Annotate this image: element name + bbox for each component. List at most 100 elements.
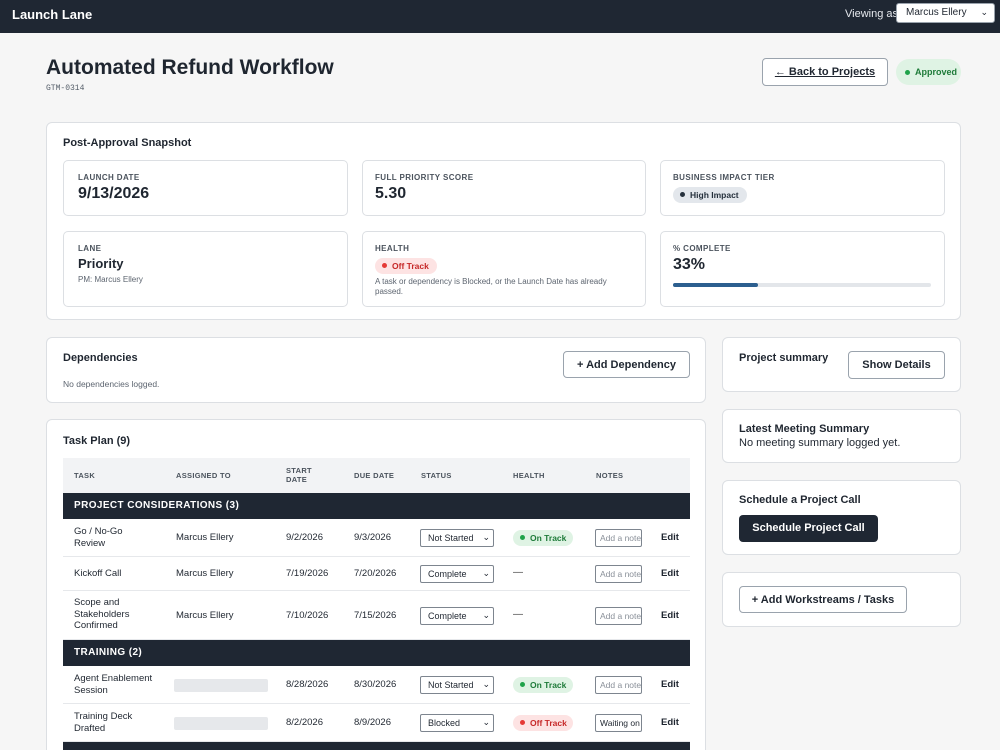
top-bar: Launch Lane Viewing as Marcus Ellery ⌄ (0, 0, 1000, 33)
task-status-value: Blocked (428, 718, 461, 728)
impact-tier-value: High Impact (690, 190, 739, 200)
launch-date-card: LAUNCH DATE 9/13/2026 (63, 160, 348, 216)
task-start-date: 9/2/2026 (286, 532, 323, 543)
task-status-value: Complete (428, 569, 467, 579)
add-dependency-button[interactable]: + Add Dependency (563, 351, 690, 378)
add-workstreams-button[interactable]: + Add Workstreams / Tasks (739, 586, 907, 613)
schedule-call-button[interactable]: Schedule Project Call (739, 515, 878, 542)
column-header-assigned: ASSIGNED TO (176, 471, 231, 480)
next-group-header (63, 742, 690, 750)
task-assignee: Marcus Ellery (176, 532, 234, 543)
viewing-as-select[interactable]: Marcus Ellery ⌄ (896, 3, 995, 23)
task-health-value: Off Track (530, 718, 567, 728)
percent-complete-card: % COMPLETE 33% (660, 231, 945, 307)
task-plan-title: Task Plan (9) (63, 435, 131, 447)
chevron-down-icon: ⌄ (980, 7, 988, 17)
task-note-input[interactable]: Add a note (595, 676, 642, 694)
task-status-select[interactable]: Not Started ⌄ (420, 676, 494, 694)
task-start-date: 8/28/2026 (286, 679, 329, 690)
group-header: TRAINING (2) (63, 640, 690, 666)
percent-complete-value: 33% (673, 256, 706, 273)
task-edit-link[interactable]: Edit (661, 532, 679, 543)
column-header-status: STATUS (421, 471, 452, 480)
task-health-empty: — (513, 609, 523, 620)
task-name: Kickoff Call (74, 568, 122, 579)
column-header-health: HEALTH (513, 471, 545, 480)
health-value: Off Track (392, 261, 429, 271)
project-summary-card: Project summary Show Details (722, 337, 961, 392)
task-due-date: 9/3/2026 (354, 532, 391, 543)
task-health-empty: — (513, 567, 523, 578)
task-status-select[interactable]: Complete ⌄ (420, 565, 494, 583)
task-health-badge: On Track (513, 530, 573, 546)
task-edit-link[interactable]: Edit (661, 610, 679, 621)
assignee-placeholder (174, 679, 268, 692)
task-status-select[interactable]: Complete ⌄ (420, 607, 494, 625)
chevron-down-icon: ⌄ (482, 717, 490, 727)
task-edit-link[interactable]: Edit (661, 568, 679, 579)
task-start-date: 7/10/2026 (286, 610, 329, 621)
task-edit-link[interactable]: Edit (661, 717, 679, 728)
meeting-summary-text: No meeting summary logged yet. (739, 437, 901, 449)
progress-bar (673, 283, 931, 287)
dependencies-card: Dependencies + Add Dependency No depende… (46, 337, 706, 403)
back-to-projects-button[interactable]: ← Back to Projects (762, 58, 888, 86)
viewing-as-value: Marcus Ellery (906, 7, 967, 18)
health-dot-icon (382, 263, 387, 268)
lane-value: Priority (78, 256, 124, 271)
health-card: HEALTH Off Track A task or dependency is… (362, 231, 646, 307)
group-header: PROJECT CONSIDERATIONS (3) (63, 493, 690, 519)
post-approval-snapshot: Post-Approval Snapshot LAUNCH DATE 9/13/… (46, 122, 961, 320)
progress-bar-fill (673, 283, 759, 287)
task-health-value: On Track (530, 680, 567, 690)
task-health-value: On Track (530, 533, 567, 543)
lane-label: LANE (78, 244, 102, 253)
task-status-value: Not Started (428, 533, 474, 543)
chevron-down-icon: ⌄ (482, 679, 490, 689)
task-name: Agent Enablement Session (74, 673, 153, 696)
launch-date-label: LAUNCH DATE (78, 173, 140, 182)
launch-date-value: 9/13/2026 (78, 185, 150, 202)
health-badge: Off Track (375, 258, 437, 274)
task-due-date: 8/30/2026 (354, 679, 397, 690)
column-header-due: DUE DATE (354, 471, 395, 480)
show-details-button[interactable]: Show Details (848, 351, 945, 379)
status-dot-icon (905, 70, 910, 75)
assignee-placeholder (174, 717, 268, 730)
column-header-task: TASK (74, 471, 96, 480)
task-note-input[interactable]: Add a note (595, 529, 642, 547)
table-row: Agent Enablement Session 8/28/2026 8/30/… (63, 666, 690, 704)
task-name: Go / No-Go Review (74, 526, 123, 549)
task-name: Training Deck Drafted (74, 711, 133, 734)
task-health-badge: Off Track (513, 715, 573, 731)
health-note: A task or dependency is Blocked, or the … (375, 277, 607, 296)
viewing-as-label: Viewing as (845, 8, 898, 20)
task-edit-link[interactable]: Edit (661, 679, 679, 690)
schedule-call-title: Schedule a Project Call (739, 494, 861, 506)
task-assignee: Marcus Ellery (176, 610, 234, 621)
table-row: Scope and Stakeholders Confirmed Marcus … (63, 591, 690, 640)
brand-logo[interactable]: Launch Lane (12, 7, 93, 22)
task-note-input[interactable]: Waiting on (595, 714, 642, 732)
snapshot-title: Post-Approval Snapshot (63, 137, 192, 149)
priority-score-value: 5.30 (375, 185, 407, 202)
table-header: TASK ASSIGNED TO START DATE DUE DATE STA… (63, 458, 690, 493)
task-status-value: Complete (428, 611, 467, 621)
chevron-down-icon: ⌄ (482, 532, 490, 542)
health-label: HEALTH (375, 244, 410, 253)
task-status-select[interactable]: Not Started ⌄ (420, 529, 494, 547)
task-health-badge: On Track (513, 677, 573, 693)
task-note-input[interactable]: Add a note (595, 607, 642, 625)
task-start-date: 8/2/2026 (286, 717, 323, 728)
table-row: Go / No-Go Review Marcus Ellery 9/2/2026… (63, 519, 690, 557)
impact-tier-card: BUSINESS IMPACT TIER High Impact (660, 160, 945, 216)
task-note-input[interactable]: Add a note (595, 565, 642, 583)
lane-pm: PM: Marcus Ellery (78, 275, 143, 284)
project-summary-title: Project summary (739, 352, 829, 364)
task-due-date: 7/20/2026 (354, 568, 397, 579)
task-start-date: 7/19/2026 (286, 568, 329, 579)
task-status-value: Not Started (428, 680, 474, 690)
priority-score-label: FULL PRIORITY SCORE (375, 173, 474, 182)
status-badge: Approved (896, 59, 961, 85)
task-status-select[interactable]: Blocked ⌄ (420, 714, 494, 732)
